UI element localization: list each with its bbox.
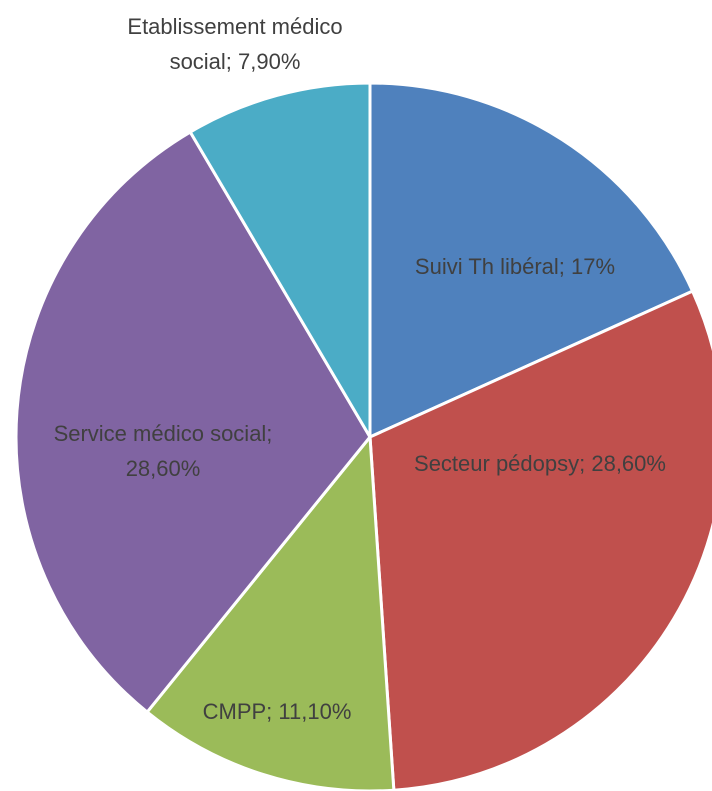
pie-slice [188,81,372,443]
data-label: Etablissement médico social; 7,90% [127,14,342,74]
data-label: Service médico social; 28,60% [54,421,273,481]
data-label-line: Service médico social; [54,421,273,446]
data-label-line: social; 7,90% [170,49,301,74]
data-label: Suivi Th libéral; 17% [415,254,615,279]
data-label: CMPP; 11,10% [203,699,352,724]
pie-slice [368,289,712,791]
data-label: Secteur pédopsy; 28,60% [414,451,666,476]
pie-slice [14,129,372,715]
data-label-line: 28,60% [126,456,201,481]
data-label-line: Etablissement médico [127,14,342,39]
pie-slice [368,81,695,440]
